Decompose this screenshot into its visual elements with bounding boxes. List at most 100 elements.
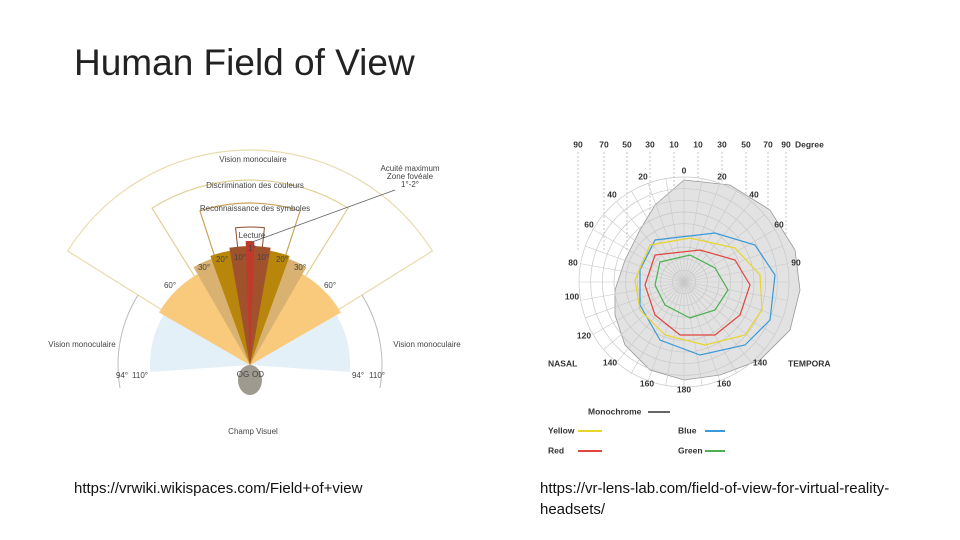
label: Vision monoculaire	[219, 155, 287, 164]
label: 90	[791, 257, 801, 267]
right-labels: 90 70 50 30 10 10 30 50 70 90 Degree 0 2…	[548, 139, 831, 455]
label: Lecture	[239, 231, 266, 240]
spoke	[585, 281, 685, 319]
label: Discrimination des couleurs	[206, 181, 304, 190]
label: 1°-2°	[401, 180, 419, 189]
spoke	[683, 281, 737, 374]
spoke	[683, 281, 752, 363]
spoke	[592, 229, 685, 283]
slide-title: Human Field of View	[74, 42, 415, 83]
label: 120	[577, 330, 591, 340]
zone	[245, 240, 255, 365]
field-outline	[634, 237, 763, 346]
label: Vision monoculaire	[393, 340, 461, 349]
fan-outline	[66, 149, 434, 366]
label: 90	[573, 139, 583, 149]
spoke	[603, 281, 685, 350]
spoke	[592, 281, 685, 335]
spoke	[580, 263, 685, 283]
field-outline	[639, 232, 776, 356]
spoke	[580, 281, 685, 301]
spoke	[683, 178, 703, 283]
label: 20°	[216, 255, 228, 264]
spoke	[665, 281, 685, 386]
legend-label: Yellow	[548, 425, 575, 435]
label: 40	[749, 189, 759, 199]
label: Degree	[795, 139, 824, 149]
spoke	[683, 281, 776, 335]
label: 1°	[248, 244, 256, 253]
label: Reconnaissance des symboles	[200, 204, 310, 213]
arc	[117, 294, 139, 389]
label: 94°	[116, 371, 128, 380]
label: 30°	[294, 263, 306, 272]
arc	[361, 294, 383, 389]
label: 30	[645, 139, 655, 149]
spoke	[683, 229, 776, 283]
label: NASAL	[548, 358, 577, 368]
label: Acuité maximum	[380, 164, 439, 173]
spoke	[683, 281, 788, 301]
right-diagram	[577, 152, 801, 452]
fan-outline	[151, 179, 349, 367]
label: 160	[640, 378, 654, 388]
label: Champ Visuel	[228, 427, 278, 436]
label: 80	[568, 257, 578, 267]
label: OG	[237, 370, 249, 379]
legend-label: Green	[678, 445, 703, 455]
spoke	[683, 281, 783, 319]
spoke	[631, 190, 685, 283]
label: 10	[693, 139, 703, 149]
label: 140	[753, 357, 767, 367]
label: 50	[741, 139, 751, 149]
label: 10°	[257, 253, 269, 262]
label: TEMPORA	[788, 358, 831, 368]
label: 100	[565, 291, 579, 301]
spoke	[585, 245, 685, 283]
label: 10°	[234, 253, 246, 262]
label: Zone fovéale	[387, 172, 434, 181]
spoke	[603, 214, 685, 283]
field-outline	[644, 249, 751, 336]
spoke	[647, 183, 685, 283]
label: 70	[599, 139, 609, 149]
label: 140	[603, 357, 617, 367]
spoke	[683, 214, 765, 283]
label: 30	[717, 139, 727, 149]
spoke	[683, 281, 721, 381]
label: 40	[607, 189, 617, 199]
fan-outline	[235, 226, 265, 366]
monocular-zone	[150, 315, 250, 372]
left-diagram	[66, 149, 434, 395]
pointer	[251, 189, 396, 243]
left-labels: Vision monoculaire Discrimination des co…	[48, 155, 461, 436]
legend-label: Blue	[678, 425, 697, 435]
label: 60°	[324, 281, 336, 290]
label: 30°	[198, 263, 210, 272]
caption: https://vrwiki.wikispaces.com/Field+of+v…	[74, 480, 363, 497]
label: 60	[774, 219, 784, 229]
label: 90	[781, 139, 791, 149]
spoke	[683, 190, 737, 283]
spoke	[665, 178, 685, 283]
field-outline	[654, 254, 729, 319]
label: 60	[584, 219, 594, 229]
label: Vision monoculaire	[48, 340, 116, 349]
label: 20	[638, 171, 648, 181]
label: 110°	[369, 371, 385, 380]
spoke	[647, 281, 685, 381]
spoke	[683, 201, 752, 283]
label: 70	[763, 139, 773, 149]
spoke	[683, 183, 721, 283]
monocular-zone	[250, 315, 350, 372]
label: 110°	[132, 371, 148, 380]
label: OD	[252, 370, 264, 379]
legend-label: Red	[548, 445, 564, 455]
label: 160	[717, 378, 731, 388]
label: 10	[669, 139, 679, 149]
fan-outline	[199, 202, 301, 367]
caption: https://vr-lens-lab.com/field-of-view-fo…	[540, 480, 890, 518]
eyes	[238, 365, 262, 395]
label: 94°	[352, 371, 364, 380]
